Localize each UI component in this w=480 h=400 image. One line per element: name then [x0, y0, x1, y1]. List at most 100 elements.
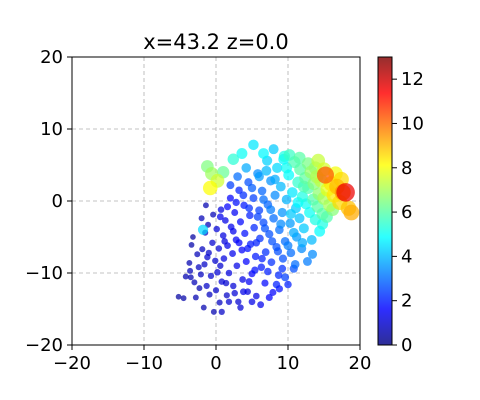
- data-point-50: [238, 246, 246, 254]
- data-point-153: [290, 260, 300, 269]
- data-point-193: [217, 262, 224, 269]
- data-point-26: [212, 257, 219, 264]
- y-tick-label-4: 20: [40, 47, 63, 68]
- data-point-24: [210, 211, 217, 218]
- data-point-57: [246, 211, 254, 220]
- x-tick-label-0: −20: [53, 353, 91, 374]
- data-point-43: [230, 282, 237, 290]
- data-point-111: [306, 234, 317, 245]
- data-point-159: [237, 304, 244, 311]
- data-point-167: [224, 203, 232, 211]
- data-point-195: [229, 227, 237, 235]
- data-point-5: [187, 274, 194, 281]
- data-point-44: [231, 209, 239, 216]
- data-point-28: [213, 225, 220, 233]
- data-point-163: [198, 215, 205, 222]
- data-point-152: [307, 249, 318, 259]
- data-point-79: [270, 190, 280, 200]
- data-point-161: [218, 308, 225, 315]
- x-tick-label-4: 20: [349, 353, 372, 374]
- data-point-90: [284, 280, 292, 289]
- data-point-138: [227, 153, 239, 165]
- x-tick-label-1: −10: [125, 353, 163, 374]
- data-point-140: [248, 139, 259, 151]
- data-point-84: [275, 181, 286, 192]
- data-point-173: [268, 237, 277, 246]
- scatter-points: [175, 139, 360, 315]
- data-point-89: [281, 194, 292, 205]
- data-point-58: [246, 240, 255, 248]
- data-point-39: [225, 269, 233, 277]
- data-point-120: [316, 207, 329, 221]
- data-point-132: [343, 204, 360, 221]
- data-point-203: [266, 205, 276, 215]
- data-point-51: [239, 276, 246, 283]
- data-point-205: [247, 183, 257, 193]
- data-point-165: [204, 253, 211, 261]
- colorbar-tick-label-2: 4: [401, 246, 412, 267]
- data-point-23: [209, 239, 216, 246]
- data-point-78: [269, 213, 278, 223]
- data-point-168: [232, 198, 240, 207]
- data-point-76: [267, 258, 276, 267]
- data-point-190: [240, 288, 247, 296]
- data-point-186: [226, 181, 235, 190]
- data-point-151: [297, 237, 308, 248]
- colorbar-frame: [377, 56, 393, 346]
- data-point-166: [216, 213, 224, 221]
- data-point-104: [298, 223, 309, 234]
- data-point-71: [261, 248, 270, 256]
- data-point-94: [287, 187, 298, 198]
- data-point-100: [294, 213, 305, 224]
- data-point-180: [254, 171, 264, 182]
- data-point-177: [288, 227, 299, 238]
- data-point-174: [273, 247, 283, 256]
- data-point-33: [218, 278, 225, 285]
- data-point-6: [188, 242, 195, 248]
- data-point-18: [203, 282, 210, 290]
- data-point-183: [281, 162, 293, 174]
- data-point-176: [283, 241, 293, 251]
- y-tick-label-0: −20: [25, 335, 63, 356]
- data-point-122: [316, 166, 334, 184]
- x-tick-label-2: 0: [210, 353, 221, 374]
- data-point-93: [286, 248, 296, 258]
- y-axis: −20 −10 0 10 20: [25, 47, 72, 356]
- data-point-62: [251, 252, 260, 261]
- colorbar-tick-label-1: 2: [401, 291, 412, 312]
- data-point-204: [259, 195, 268, 204]
- y-tick-label-3: 10: [40, 119, 63, 140]
- data-point-199: [264, 267, 272, 276]
- x-axis: −20 −10 0 10 20: [53, 345, 371, 374]
- data-point-164: [197, 224, 209, 235]
- data-point-189: [245, 278, 253, 286]
- colorbar-tick-label-5: 10: [401, 113, 424, 134]
- data-point-187: [258, 254, 266, 263]
- data-point-160: [225, 298, 233, 305]
- data-point-67: [257, 263, 266, 271]
- data-point-47: [235, 298, 242, 305]
- data-point-103: [296, 191, 308, 203]
- data-point-30: [215, 245, 223, 252]
- data-point-201: [285, 208, 296, 219]
- data-point-170: [245, 204, 253, 213]
- data-point-35: [220, 255, 228, 262]
- data-point-7: [190, 234, 196, 240]
- data-point-202: [276, 219, 286, 229]
- data-point-32: [217, 206, 225, 213]
- data-point-48: [235, 186, 243, 194]
- colorbar-tick-label-0: 0: [401, 335, 412, 356]
- data-point-15: [201, 261, 208, 268]
- data-point-14: [200, 304, 207, 311]
- data-point-169: [239, 191, 248, 200]
- data-point-181: [261, 165, 272, 176]
- data-point-196: [235, 239, 243, 247]
- data-point-40: [226, 194, 234, 202]
- data-point-139: [236, 148, 248, 159]
- data-point-60: [249, 194, 258, 203]
- data-point-27: [212, 287, 220, 294]
- colorbar-tick-label-6: 12: [401, 69, 424, 90]
- colorbar-gradient: [378, 57, 392, 345]
- data-point-172: [260, 224, 270, 233]
